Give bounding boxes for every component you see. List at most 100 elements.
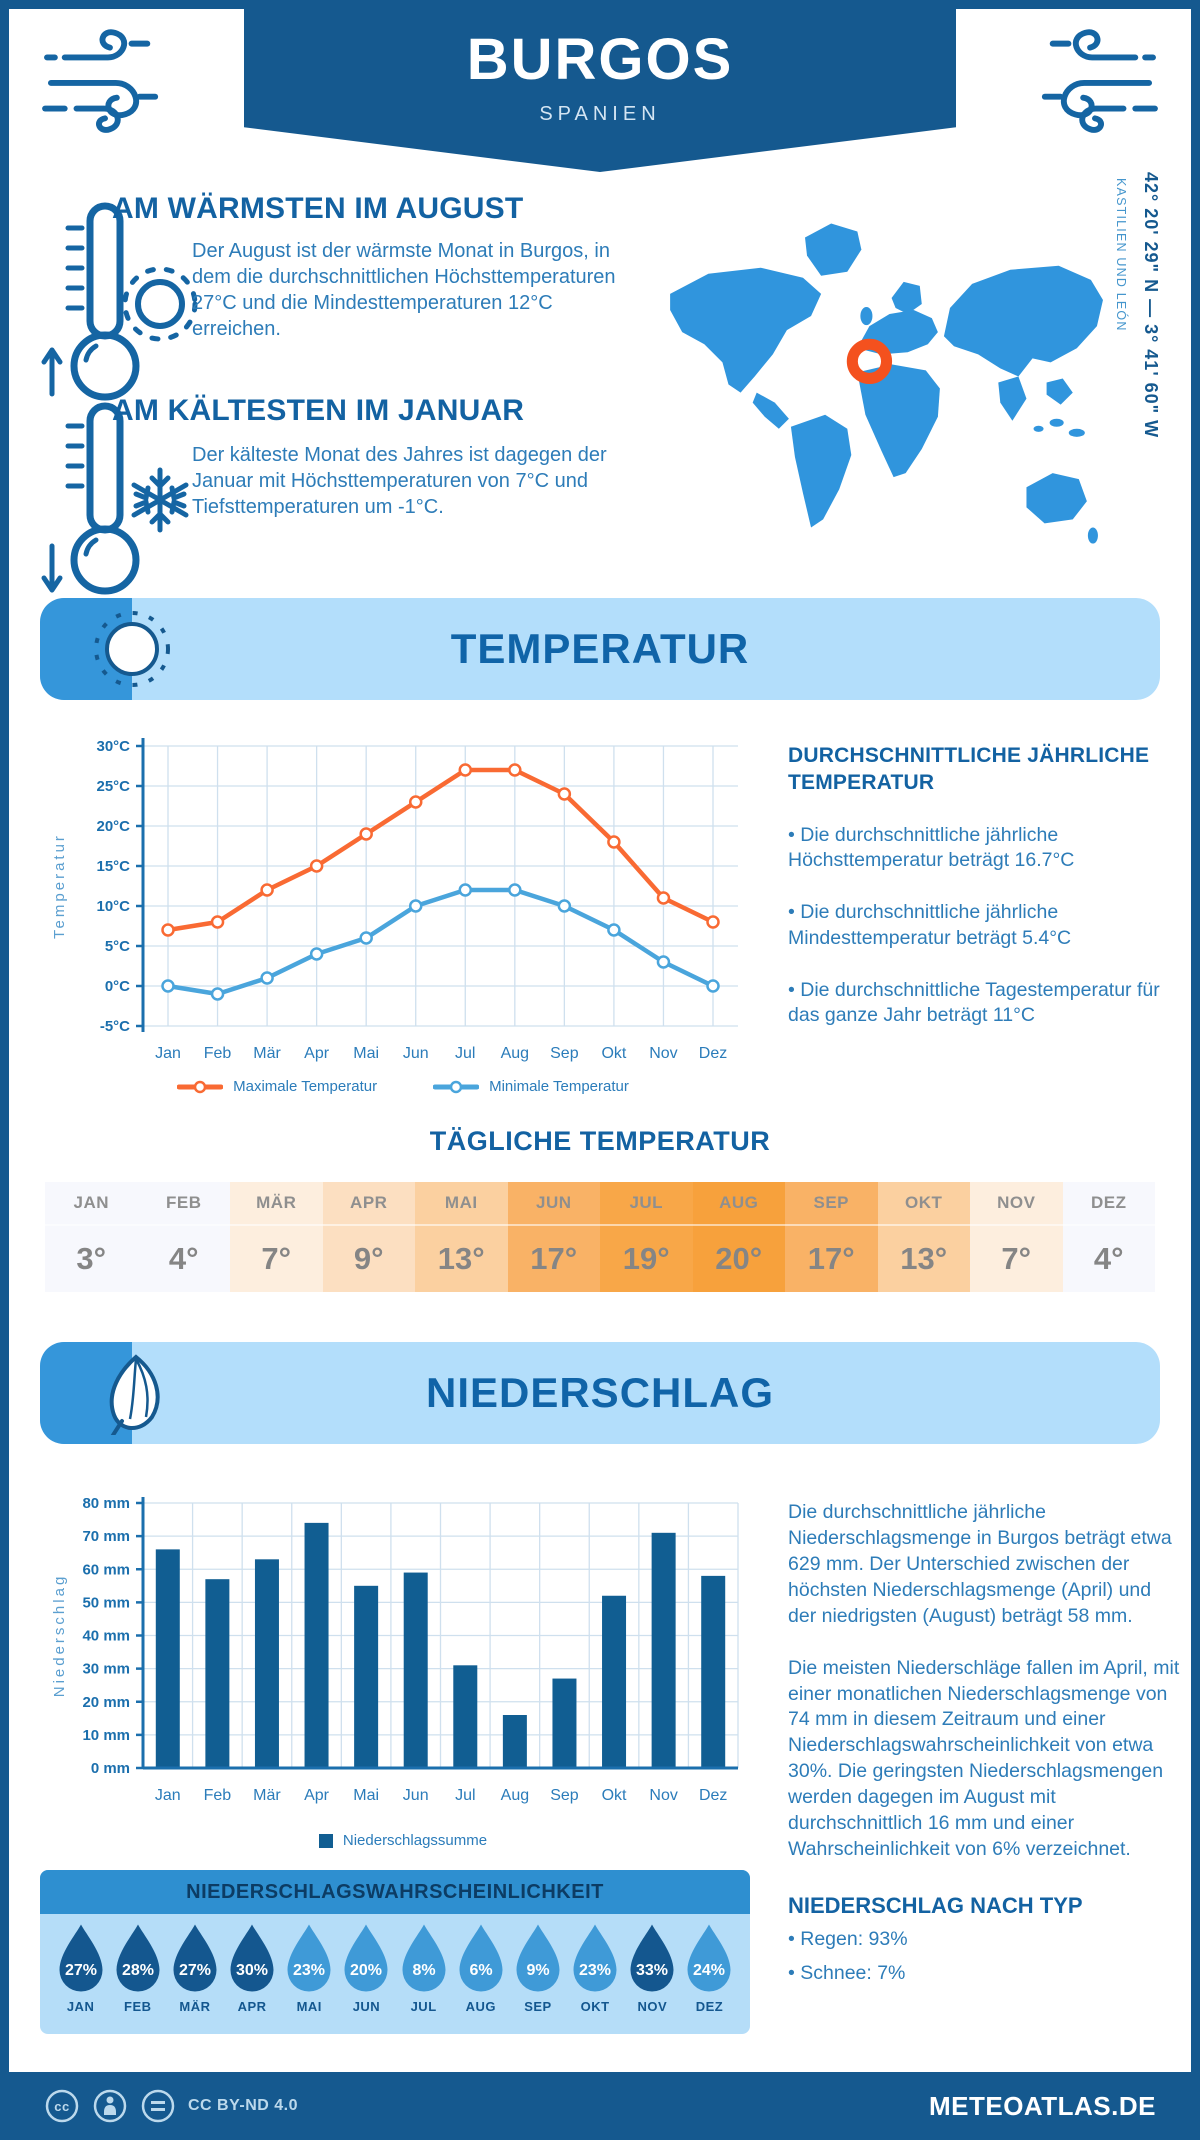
droplet-icon: 33% <box>630 1924 674 1992</box>
month-header: JUN <box>535 1193 572 1212</box>
text-item: • Regen: 93% <box>788 1927 908 1950</box>
x-tick-label: Sep <box>550 1787 579 1804</box>
month-label: NOV <box>637 1999 668 2014</box>
droplet-icon: 27% <box>173 1924 217 1992</box>
probability-drop-jun: 20% JUN <box>338 1922 395 2014</box>
month-label: SEP <box>524 1999 552 2014</box>
warmest-text: Der August ist der wärmste Monat in Burg… <box>192 240 616 340</box>
y-tick-label: 15°C <box>96 858 130 875</box>
page-title: BURGOS <box>466 27 734 92</box>
x-tick-label: Apr <box>304 1045 330 1062</box>
header-banner: BURGOS SPANIEN <box>244 0 956 172</box>
legend-marker <box>193 1080 207 1093</box>
y-tick-label: 20 mm <box>82 1694 130 1711</box>
site-label: METEOATLAS.DE <box>928 2090 1156 2121</box>
x-tick-label: Dez <box>699 1045 727 1062</box>
probability-drop-okt: 23% OKT <box>567 1922 624 2014</box>
x-tick-label: Mär <box>253 1787 281 1804</box>
data-point-marker <box>458 763 473 777</box>
warmest-title: AM WÄRMSTEN IM AUGUST <box>112 192 524 225</box>
cc-nd-icon <box>141 2089 175 2123</box>
frame-border-left <box>0 0 9 2140</box>
umbrella-icon <box>109 1354 160 1435</box>
probability-drop-jan: 27% JAN <box>52 1922 109 2014</box>
bar-jun <box>403 1572 428 1768</box>
probability-title: NIEDERSCHLAGSWAHRSCHEINLICHKEIT <box>40 1870 750 1914</box>
y-tick-label: 60 mm <box>82 1561 130 1578</box>
daily-temperature-table: JAN 3° FEB 4° MÄR 7° APR 9° MAI 13° JUN 17° JUL 19° AU… <box>45 1182 1155 1292</box>
frame-border-right <box>1191 0 1200 2140</box>
droplet-shape <box>573 1924 617 1992</box>
probability-value: 23% <box>293 1962 325 1979</box>
bar-feb <box>205 1579 230 1768</box>
month-header: AUG <box>719 1193 759 1212</box>
droplet-shape <box>630 1924 674 1992</box>
daily-temp-column-jan: JAN 3° <box>45 1182 138 1292</box>
y-tick-label: 70 mm <box>82 1528 130 1545</box>
temperature-section-title: TEMPERATUR <box>450 625 750 672</box>
data-point-marker <box>557 787 572 801</box>
month-label: JUN <box>352 1999 381 2014</box>
y-tick-label: 30°C <box>96 738 130 755</box>
month-header: DEZ <box>1091 1193 1127 1212</box>
daily-temp-column-dez: DEZ 4° <box>1062 1182 1155 1292</box>
daily-temp-value: 9° <box>322 1224 415 1292</box>
y-tick-label: 80 mm <box>82 1495 130 1512</box>
x-tick-label: Sep <box>550 1045 579 1062</box>
probability-drop-feb: 28% FEB <box>109 1922 166 2014</box>
temperature-legend: Maximale Temperatur Minimale Temperatur <box>48 1078 758 1095</box>
month-header: JUL <box>629 1193 664 1212</box>
y-axis-label: Temperatur <box>51 833 68 939</box>
data-point-marker <box>508 883 522 897</box>
x-tick-label: Nov <box>649 1787 677 1804</box>
license-group: cc CC BY-ND 4.0 <box>44 2088 298 2124</box>
text-item: Die durchschnittliche jährliche Niedersc… <box>788 1501 1172 1627</box>
location-marker <box>846 338 893 385</box>
y-tick-label: 0 mm <box>91 1760 130 1777</box>
precipitation-legend: Niederschlagssumme <box>48 1832 758 1849</box>
svg-text:cc: cc <box>54 2099 69 2114</box>
probability-value: 28% <box>122 1962 154 1979</box>
droplet-shape <box>116 1924 160 1992</box>
x-tick-label: Dez <box>699 1787 727 1804</box>
x-tick-label: Jul <box>455 1787 475 1804</box>
droplet-icon: 9% <box>516 1924 560 1992</box>
probability-value: 24% <box>693 1962 725 1979</box>
legend-swatch <box>433 1080 480 1093</box>
droplet-icon: 23% <box>287 1924 331 1992</box>
droplet-shape <box>230 1924 274 1992</box>
bar-mär <box>254 1559 279 1768</box>
data-point-marker <box>210 987 225 1001</box>
legend-item: Minimale Temperatur <box>433 1078 629 1095</box>
daily-temp-column-jun: JUN 17° <box>507 1182 600 1292</box>
x-tick-label: Nov <box>649 1045 677 1062</box>
footer-bar: cc CC BY-ND 4.0 METEOATLAS.DE <box>0 2072 1200 2140</box>
data-point-marker <box>656 955 671 969</box>
data-point-marker <box>607 835 621 849</box>
wind-icon <box>42 29 159 133</box>
y-tick-label: 50 mm <box>82 1594 130 1611</box>
probability-value: 33% <box>636 1962 668 1979</box>
line-chart-svg: -5°C 0°C 5°C 10°C 15°C 20°C 25°C 30°C Jan Feb Mär A… <box>51 738 738 1062</box>
precipitation-section-title: NIEDERSCHLAG <box>425 1369 775 1416</box>
y-tick-label: 20°C <box>96 818 130 835</box>
droplet-icon: 20% <box>344 1924 388 1992</box>
x-tick-label: Mai <box>353 1045 379 1062</box>
droplet-icon: 28% <box>116 1924 160 1992</box>
bar-aug <box>502 1715 527 1768</box>
daily-temp-value: 7° <box>230 1224 323 1292</box>
probability-drop-aug: 6% AUG <box>452 1922 509 2014</box>
month-label: DEZ <box>695 1999 724 2014</box>
text-item: • Die durchschnittliche Tagestemperatur … <box>788 978 1160 1027</box>
month-header: APR <box>350 1193 388 1212</box>
daily-temp-column-mär: MÄR 7° <box>230 1182 323 1292</box>
temperature-line-chart: -5°C 0°C 5°C 10°C 15°C 20°C 25°C 30°C Jan Feb Mär A… <box>48 726 758 1074</box>
text-item: • Die durchschnittliche jährliche Höchst… <box>788 823 1075 872</box>
bar-mai <box>354 1585 379 1768</box>
thermometer-warm-icon <box>41 202 198 401</box>
line-series <box>165 767 716 933</box>
legend-item: Niederschlagssumme <box>318 1832 487 1849</box>
data-point-marker <box>458 883 473 897</box>
text-item: Die meisten Niederschläge fallen im Apri… <box>788 1656 1180 1861</box>
bar-jul <box>453 1665 478 1768</box>
